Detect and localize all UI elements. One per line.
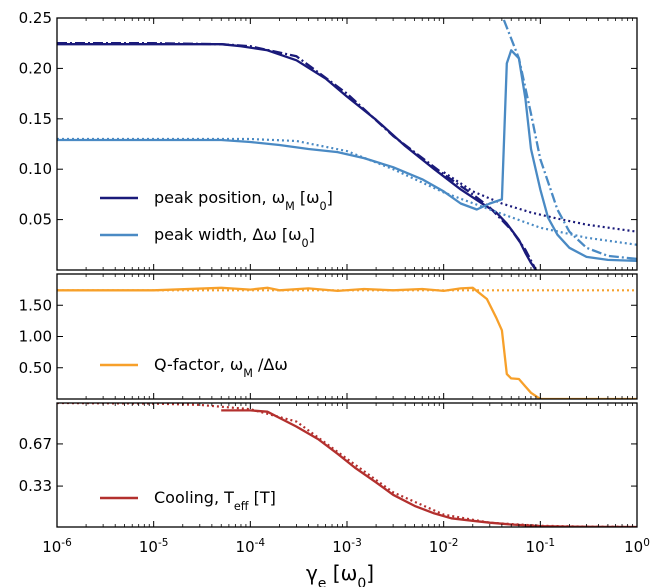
series-line-2 <box>57 403 637 527</box>
panel-2: 1.50 1.00 0.50 Q-factor, ωM /Δω <box>19 273 638 400</box>
legend-entry-part: peak width, Δω [ω <box>154 225 302 244</box>
x-tick-label: 10-6 <box>42 537 72 556</box>
x-tick-base: 10 <box>236 538 255 556</box>
x-axis-title-part: e <box>318 576 327 587</box>
x-tick-exp: -1 <box>545 537 555 549</box>
x-tick-label: 10-1 <box>526 537 556 556</box>
y-tick-label: 0.33 <box>19 477 52 495</box>
x-tick-base: 10 <box>526 538 545 556</box>
series-line-2 <box>57 42 537 270</box>
x-ticks <box>56 403 638 527</box>
x-axis-title-part: γ <box>306 561 318 585</box>
panel-1: 0.25 0.20 0.15 0.10 0.05 peak position, ωM [ω… <box>19 9 638 271</box>
x-tick-base: 10 <box>139 538 158 556</box>
legend-entry-part: M <box>285 200 295 213</box>
y-tick-label: 0.50 <box>19 359 52 377</box>
legend-entry-part: M <box>243 367 253 380</box>
x-tick-base: 10 <box>332 538 351 556</box>
legend-entry: peak position, ωM [ω0] <box>154 188 333 213</box>
legend-entry-part: 0 <box>302 237 309 250</box>
y-tick-label: 0.05 <box>19 211 52 229</box>
x-tick-exp: 0 <box>643 537 650 549</box>
y-tick-label: 0.20 <box>19 59 52 77</box>
x-tick-exp: -5 <box>158 537 168 549</box>
series-line-3 <box>443 171 637 233</box>
y-tick-label: 1.50 <box>19 296 52 314</box>
series-line-6 <box>57 137 637 246</box>
legend-entry: peak width, Δω [ω0] <box>154 225 315 250</box>
x-axis-title: γe [ω0] <box>306 561 374 587</box>
x-axis-title-part: 0 <box>357 576 366 587</box>
legend-entry-part: /Δω <box>253 355 288 374</box>
x-axis-title-part: ] <box>366 561 374 585</box>
legend-entry-part: peak position, ω <box>154 188 285 207</box>
series-line-1 <box>221 409 637 527</box>
x-tick-base: 10 <box>42 538 61 556</box>
x-tick-exp: -4 <box>255 537 266 549</box>
legend-entry-part: eff <box>234 500 249 513</box>
panel-frame <box>56 273 638 400</box>
x-tick-label: 10-2 <box>429 537 459 556</box>
x-tick-exp: -6 <box>61 537 72 549</box>
y-tick-label: 1.00 <box>19 328 52 346</box>
series-group <box>57 403 637 527</box>
panel-3: 0.67 0.33 Cooling, Teff [T] <box>19 402 638 528</box>
x-tick-label: 10-4 <box>236 537 266 556</box>
series-line-1 <box>57 286 637 399</box>
legend-entry-part: ] <box>327 188 333 207</box>
x-tick-base: 10 <box>624 538 643 556</box>
legend-entry-part: ] <box>309 225 315 244</box>
series-line-5 <box>502 19 637 261</box>
x-axis-title-part: [ω <box>326 561 357 585</box>
x-ticks <box>56 274 638 399</box>
panel-frame <box>56 402 638 528</box>
x-tick-exp: -2 <box>448 537 458 549</box>
legend-entry: Q-factor, ωM /Δω <box>154 355 288 380</box>
series-group <box>57 19 637 270</box>
legend-entry-part: Cooling, T <box>154 488 234 507</box>
x-tick-base: 10 <box>429 538 448 556</box>
legend-entry-part: Q-factor, ω <box>154 355 243 374</box>
legend-entry-part: 0 <box>320 200 327 213</box>
legend-entry: Cooling, Teff [T] <box>154 488 276 513</box>
panel-frame <box>56 17 638 271</box>
legend-entry-part: [ω <box>295 188 320 207</box>
y-tick-label: 0.15 <box>19 110 52 128</box>
x-tick-label: 10-3 <box>332 537 362 556</box>
y-tick-label: 0.67 <box>19 435 52 453</box>
x-tick-exp: -3 <box>351 537 361 549</box>
legend-entry-part: [T] <box>248 488 275 507</box>
y-tick-label: 0.10 <box>19 160 52 178</box>
series-group <box>57 286 637 399</box>
x-ticks <box>56 18 638 270</box>
y-tick-label: 0.25 <box>19 9 52 27</box>
x-tick-label: 10-5 <box>139 537 169 556</box>
series-line-4 <box>57 49 637 263</box>
x-tick-label: 100 <box>624 537 650 556</box>
